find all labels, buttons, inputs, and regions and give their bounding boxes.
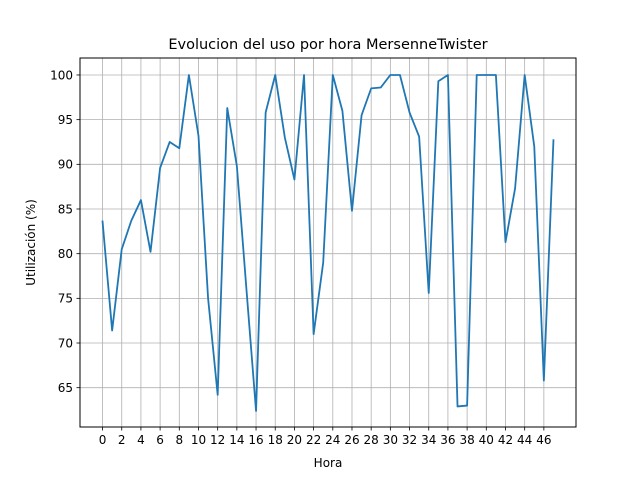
x-tick-label: 16 (248, 433, 263, 447)
x-tick-label: 46 (536, 433, 551, 447)
x-tick-label: 34 (421, 433, 436, 447)
y-tick-label: 65 (58, 381, 73, 395)
y-tick-label: 95 (58, 113, 73, 127)
x-tick-label: 38 (459, 433, 474, 447)
y-tick-label: 100 (50, 68, 73, 82)
y-tick-label: 75 (58, 292, 73, 306)
x-tick-label: 6 (156, 433, 164, 447)
plot-frame (79, 57, 577, 428)
x-tick-label: 32 (402, 433, 417, 447)
y-axis-label: Utilización (%) (24, 199, 38, 286)
x-tick-label: 4 (137, 433, 145, 447)
series-group (101, 74, 555, 412)
x-tick-label: 28 (364, 433, 379, 447)
x-tick-label: 10 (191, 433, 206, 447)
x-tick-label: 30 (383, 433, 398, 447)
x-tick-label: 14 (229, 433, 244, 447)
chart-title: Evolucion del uso por hora MersenneTwist… (168, 37, 487, 53)
y-tick-label: 90 (58, 158, 73, 172)
x-tick-label: 12 (210, 433, 225, 447)
x-tick-label: 8 (175, 433, 183, 447)
x-tick-label: 22 (306, 433, 321, 447)
x-tick-label: 2 (118, 433, 126, 447)
x-tick-label: 26 (344, 433, 359, 447)
x-axis-label: Hora (314, 456, 343, 470)
y-tick-label: 85 (58, 202, 73, 216)
x-axis: 0 2 4 6 8 10 12 14 16 18 20 22 24 26 28 30 32 34 36 38 40 42 4… (99, 427, 552, 447)
x-tick-label: 42 (498, 433, 513, 447)
y-tick-label: 80 (58, 247, 73, 261)
x-tick-label: 24 (325, 433, 340, 447)
x-tick-label: 44 (517, 433, 532, 447)
x-tick-label: 18 (268, 433, 283, 447)
x-tick-label: 20 (287, 433, 302, 447)
x-tick-label: 40 (479, 433, 494, 447)
y-axis: 65 70 75 80 85 90 95 100 (50, 68, 80, 395)
x-tick-label: 0 (99, 433, 107, 447)
x-tick-label: 36 (440, 433, 455, 447)
series-line (101, 74, 555, 412)
y-tick-label: 70 (58, 336, 73, 350)
